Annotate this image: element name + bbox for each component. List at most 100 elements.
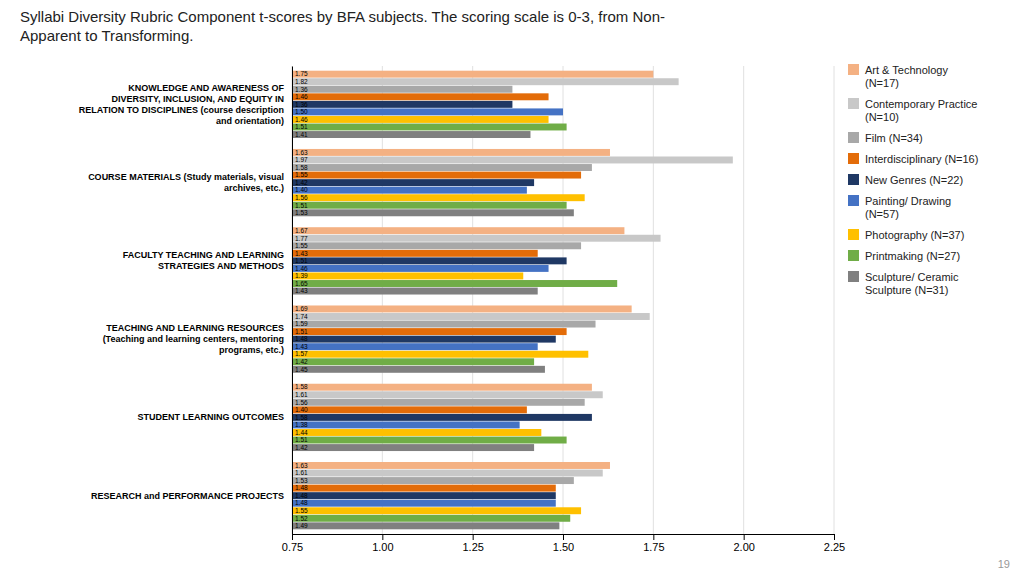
series (292, 131, 574, 529)
bar (292, 116, 549, 123)
tick-label: 2.00 (733, 541, 754, 553)
data-label: 1.69 (295, 305, 308, 312)
series (292, 93, 581, 491)
legend-item: Contemporary Practice(N=10) (848, 98, 978, 123)
data-label: 1.40 (295, 406, 308, 413)
data-label: 1.82 (295, 78, 308, 85)
grid-line (292, 66, 293, 534)
x-axis: 0.751.001.251.501.752.002.25 (282, 534, 845, 553)
legend-item: Photography (N=37) (848, 229, 964, 241)
tick-label: 1.75 (643, 541, 664, 553)
bar (292, 477, 574, 484)
legend-label: Interdisciplinary (N=16) (865, 153, 978, 165)
bar (292, 500, 556, 507)
data-label: 1.59 (295, 320, 308, 327)
bar (292, 209, 574, 216)
data-label: 1.97 (295, 156, 308, 163)
bar (292, 86, 512, 93)
tick: RESEARCH and PERFORMANCE PROJECTS (91, 491, 292, 501)
tick-label: 2.25 (824, 541, 845, 553)
legend-swatch (848, 64, 859, 75)
bar (292, 187, 527, 194)
data-labels: 1.751.631.671.691.581.631.821.971.771.74… (295, 70, 308, 529)
legend-label: Photography (N=37) (865, 229, 964, 241)
tick-label: 1.50 (553, 541, 574, 553)
data-label: 1.41 (295, 131, 308, 138)
data-label: 1.51 (295, 257, 308, 264)
data-label: 1.75 (295, 70, 308, 77)
tick-label: TEACHING AND LEARNING RESOURCES(Teaching… (103, 323, 284, 355)
bar (292, 235, 661, 242)
data-label: 1.74 (295, 313, 308, 320)
bar (292, 272, 523, 279)
data-label: 1.58 (295, 414, 308, 421)
bar (292, 227, 624, 234)
bar (292, 242, 581, 249)
legend-swatch (848, 132, 859, 143)
bar (292, 305, 632, 312)
data-label: 1.58 (295, 164, 308, 171)
grid-line (653, 66, 654, 534)
title: Syllabi Diversity Rubric Component t-sco… (20, 8, 665, 44)
data-label: 1.42 (295, 444, 308, 451)
bar (292, 250, 538, 257)
data-label: 1.45 (295, 366, 308, 373)
bar (292, 288, 538, 295)
legend-item: Film (N=34) (848, 132, 923, 144)
bar (292, 399, 585, 406)
tick: 1.75 (643, 534, 664, 553)
data-label: 1.55 (295, 507, 308, 514)
data-label: 1.57 (295, 350, 308, 357)
bar (292, 157, 733, 164)
tick-label: RESEARCH and PERFORMANCE PROJECTS (91, 491, 284, 501)
legend-item: Printmaking (N=27) (848, 250, 960, 262)
series (292, 124, 617, 522)
bar (292, 492, 556, 499)
chart: Syllabi Diversity Rubric Component t-sco… (0, 0, 1024, 576)
data-label: 1.43 (295, 250, 308, 257)
tick-mark (473, 534, 474, 540)
legend-swatch (848, 250, 859, 261)
data-label: 1.40 (295, 186, 308, 193)
bar (292, 124, 567, 131)
legend-item: Painting/ Drawing(N=57) (848, 195, 951, 220)
data-label: 1.42 (295, 179, 308, 186)
bar (292, 444, 534, 451)
data-label: 1.48 (295, 499, 308, 506)
series (292, 101, 592, 499)
tick-mark (382, 534, 383, 540)
bar (292, 414, 592, 421)
tick: TEACHING AND LEARNING RESOURCES(Teaching… (103, 323, 292, 355)
data-label: 1.65 (295, 280, 308, 287)
tick-mark (563, 534, 564, 540)
data-label: 1.55 (295, 171, 308, 178)
data-label: 1.52 (295, 515, 308, 522)
bar (292, 343, 538, 350)
bar (292, 93, 549, 100)
data-label: 1.38 (295, 421, 308, 428)
tick: 0.75 (282, 534, 303, 553)
legend-label: New Genres (N=22) (865, 174, 963, 186)
series (292, 108, 563, 506)
legend-item: Interdisciplinary (N=16) (848, 153, 978, 165)
bar (292, 507, 581, 514)
data-label: 1.48 (295, 335, 308, 342)
legend-item: Sculpture/ CeramicSculpture (N=31) (848, 271, 959, 296)
data-label: 1.67 (295, 227, 308, 234)
bar (292, 71, 653, 78)
data-label: 1.63 (295, 462, 308, 469)
legend-swatch (848, 271, 859, 282)
axis-line (292, 67, 293, 535)
bar (292, 384, 592, 391)
data-label: 1.77 (295, 235, 308, 242)
tick-label: FACULTY TEACHING AND LEARNINGSTRATEGIES … (123, 250, 284, 271)
data-label: 1.51 (295, 123, 308, 130)
axis-line (293, 535, 835, 541)
bar (292, 257, 567, 264)
data-label: 1.46 (295, 93, 308, 100)
data-label: 1.49 (295, 522, 308, 529)
bar (292, 391, 603, 398)
grid (292, 66, 834, 534)
data-label: 1.46 (295, 116, 308, 123)
tick-label: 1.00 (372, 541, 393, 553)
